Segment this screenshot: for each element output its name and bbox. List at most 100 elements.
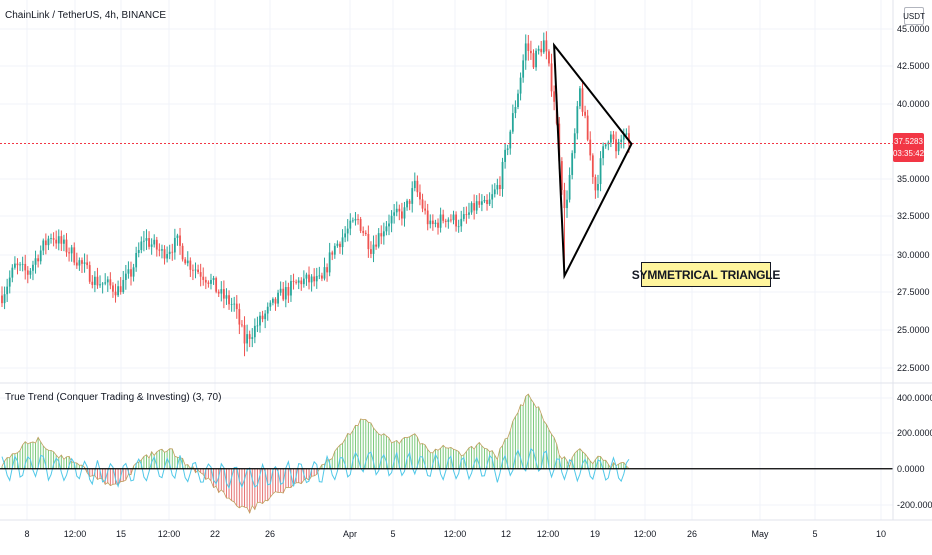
candle-body-68 [176, 235, 179, 238]
candle-body-122 [315, 275, 318, 282]
candle-body-231 [597, 184, 599, 191]
time-tick-label-15: 5 [812, 529, 817, 539]
candle-body-153 [395, 208, 398, 213]
candle-body-57 [148, 238, 150, 247]
indicator-tick-label-1: 200.0000 [897, 428, 932, 438]
time-tick-label-7: 5 [390, 529, 395, 539]
candle-body-112 [290, 281, 292, 296]
candle-body-131 [339, 243, 341, 248]
candle-body-214 [553, 91, 556, 102]
candle-body-161 [416, 180, 419, 193]
candle-body-230 [594, 177, 597, 191]
candle-body-99 [256, 325, 259, 327]
candle-body-93 [241, 324, 243, 326]
time-tick-label-14: May [751, 529, 769, 539]
time-tick-label-10: 12:00 [537, 529, 560, 539]
time-tick-label-6: Apr [343, 529, 357, 539]
last-price-value: 37.5283 [894, 136, 923, 146]
symmetrical-triangle-drawing[interactable] [552, 42, 633, 280]
candle-body-92 [238, 309, 241, 325]
candle-body-220 [568, 174, 571, 200]
candle-body-196 [506, 148, 509, 150]
price-tick-label-5: 30.0000 [897, 250, 930, 260]
candle-body-217 [560, 161, 563, 190]
candle-body-38 [99, 284, 101, 286]
candle-body-107 [277, 292, 279, 304]
candle-body-61 [158, 249, 161, 251]
candle-body-71 [184, 259, 187, 264]
candle-body-87 [225, 295, 228, 299]
candle-body-36 [93, 276, 96, 285]
candle-body-97 [251, 337, 254, 339]
candle-body-228 [589, 139, 592, 156]
candle-body-191 [493, 189, 496, 195]
candle-body-197 [509, 131, 512, 149]
candle-body-162 [419, 192, 421, 200]
candle-body-25 [65, 239, 68, 253]
candle-body-69 [179, 235, 181, 246]
candle-body-20 [52, 238, 55, 240]
candle-body-213 [550, 63, 553, 92]
candle-body-210 [542, 40, 545, 53]
candle-body-193 [499, 184, 501, 190]
candle-body-183 [473, 203, 476, 211]
candle-body-108 [279, 288, 282, 293]
candle-body-63 [163, 249, 166, 259]
candle-body-187 [483, 199, 486, 202]
candle-body-115 [297, 280, 300, 283]
candle-body-233 [602, 146, 605, 159]
last-price-badge: 37.5283 03:35:42 [893, 133, 924, 162]
candle-body-40 [104, 282, 107, 284]
candle-body-98 [253, 325, 256, 338]
candle-body-79 [204, 279, 207, 283]
candle-body-226 [584, 111, 586, 116]
candle-body-150 [388, 223, 390, 227]
candle-body-34 [88, 265, 91, 282]
pattern-label[interactable]: SYMMETRICAL TRIANGLE [632, 262, 780, 287]
candle-body-239 [617, 141, 620, 152]
candle-body-182 [470, 203, 473, 213]
candle-body-88 [228, 295, 230, 305]
candle-body-198 [511, 113, 514, 132]
candle-body-142 [367, 233, 370, 250]
candle-body-35 [91, 281, 94, 285]
candle-body-60 [155, 239, 158, 250]
candle-body-170 [439, 214, 442, 228]
candle-body-125 [323, 267, 326, 279]
time-tick-label-4: 22 [210, 529, 220, 539]
candle-body-138 [357, 218, 359, 220]
price-tick-label-0: 45.0000 [897, 24, 930, 34]
currency-button[interactable]: USDT [903, 7, 925, 25]
candle-body-94 [243, 325, 246, 344]
candle-body-104 [269, 302, 272, 307]
candle-body-0 [1, 295, 3, 304]
bar-countdown: 03:35:42 [892, 148, 925, 158]
candle-body-4 [11, 267, 14, 278]
candle-body-83 [215, 278, 218, 292]
candle-body-168 [434, 222, 437, 225]
candle-body-225 [581, 88, 584, 112]
candle-body-173 [447, 219, 450, 222]
candle-body-224 [579, 88, 581, 107]
candle-body-28 [73, 247, 76, 263]
candle-body-177 [457, 226, 460, 228]
time-tick-label-16: 10 [876, 529, 886, 539]
candle-body-43 [112, 285, 114, 292]
candle-body-11 [29, 270, 32, 275]
candle-body-80 [207, 282, 210, 284]
candle-body-192 [496, 184, 499, 190]
candle-body-172 [444, 220, 447, 222]
candle-body-53 [137, 250, 140, 253]
candle-body-206 [532, 53, 535, 68]
candle-body-95 [246, 334, 248, 344]
indicator-tick-label-3: -200.0000 [897, 500, 932, 510]
candle-body-208 [537, 48, 540, 51]
candle-body-21 [55, 239, 58, 244]
candle-body-100 [259, 315, 261, 326]
candle-body-1 [3, 294, 6, 304]
candle-body-199 [514, 107, 517, 114]
candle-body-176 [455, 214, 457, 227]
candle-body-24 [63, 239, 65, 244]
